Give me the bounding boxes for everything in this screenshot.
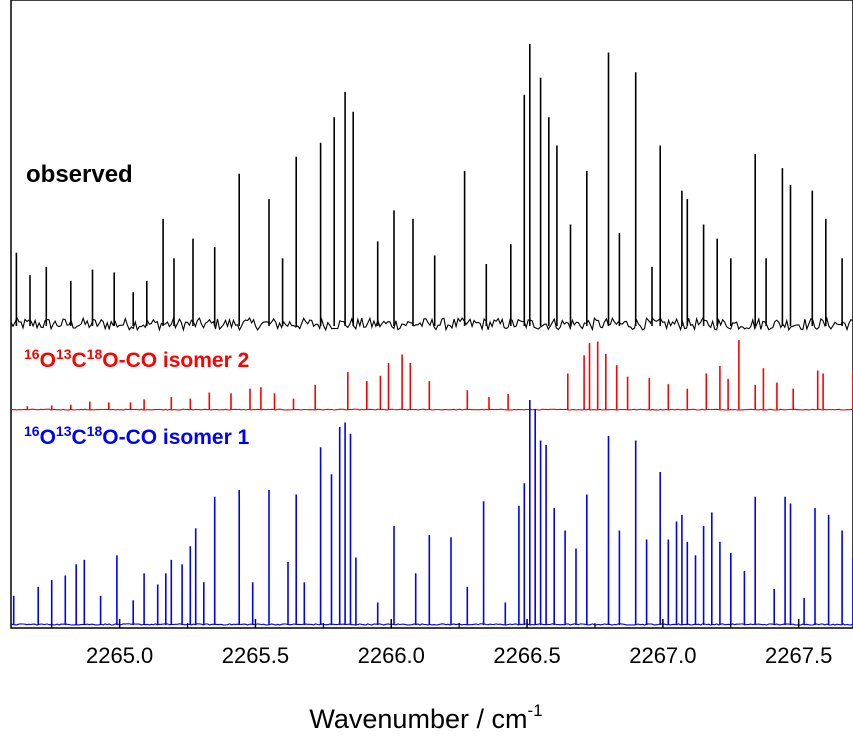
series-3 xyxy=(10,400,853,626)
x-tick-label-5: 2267.0 xyxy=(629,643,696,668)
trace-label-observed: observed xyxy=(26,161,133,188)
series-2 xyxy=(10,340,853,411)
plot-frame xyxy=(10,0,853,629)
x-tick-label-6: 2267.5 xyxy=(765,643,832,668)
x-axis-label: Wavenumber / cm-1 xyxy=(309,701,542,734)
series-2-baseline xyxy=(10,408,853,411)
x-tick-label-4: 2266.5 xyxy=(493,643,560,668)
x-tick-label-2: 2265.5 xyxy=(222,643,289,668)
series-1 xyxy=(10,44,853,332)
trace-label-isomer-1: 16O13C18O-CO isomer 1 xyxy=(24,423,250,449)
x-tick-label-3: 2266.0 xyxy=(358,643,425,668)
x-axis-ticks: 2265.0 2265.5 2266.0 2266.5 2267.0 2267.5 xyxy=(51,619,832,668)
series-3-baseline xyxy=(10,623,853,626)
x-tick-label-1: 2265.0 xyxy=(86,643,153,668)
trace-label-isomer-2: 16O13C18O-CO isomer 2 xyxy=(24,346,249,372)
traces xyxy=(10,44,853,626)
series-1-baseline xyxy=(10,316,853,332)
